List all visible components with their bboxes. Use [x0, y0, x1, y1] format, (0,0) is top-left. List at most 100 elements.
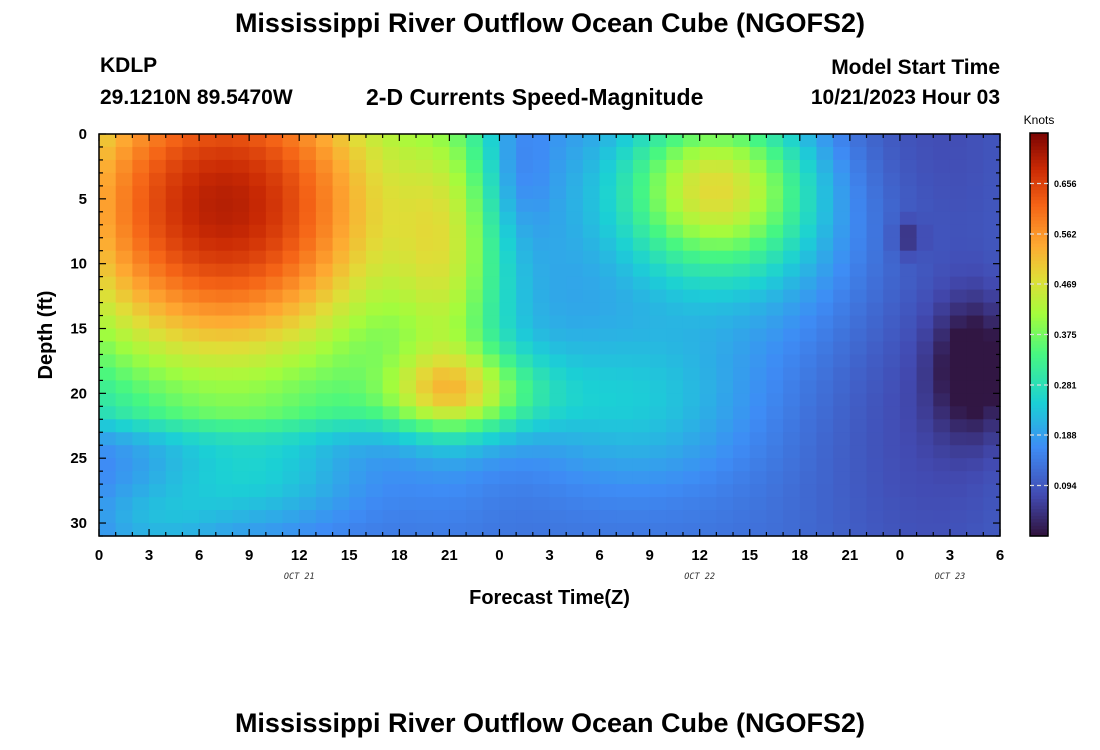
- heatmap-cell: [749, 341, 768, 356]
- heatmap-cell: [933, 367, 951, 381]
- colorbar-segment: [1030, 512, 1048, 517]
- heatmap-cell: [199, 302, 217, 317]
- heatmap-cell: [215, 484, 234, 498]
- heatmap-cell: [566, 419, 584, 433]
- heatmap-cell: [816, 380, 834, 394]
- heatmap-cell: [466, 198, 484, 213]
- x-tick-label: 12: [291, 547, 308, 564]
- heatmap-cell: [516, 315, 534, 330]
- colorbar-segment: [1030, 206, 1048, 211]
- heatmap-cell: [282, 367, 300, 381]
- heatmap-cell: [199, 406, 217, 420]
- colorbar-segment: [1030, 358, 1048, 362]
- heatmap-cell: [499, 367, 517, 381]
- heatmap-cell: [282, 497, 300, 511]
- colorbar-segment: [1030, 314, 1048, 319]
- x-tick-label: 6: [996, 547, 1004, 564]
- heatmap-cell: [632, 419, 651, 433]
- heatmap-cell: [983, 419, 1001, 433]
- heatmap-cell: [432, 458, 450, 472]
- heatmap-cell: [599, 237, 617, 252]
- heatmap-cell: [983, 250, 1001, 265]
- heatmap-cell: [549, 237, 567, 252]
- heatmap-cell: [349, 276, 367, 291]
- colorbar-segment: [1030, 394, 1048, 399]
- heatmap-cell: [416, 341, 434, 356]
- heatmap-cell: [466, 263, 484, 278]
- heatmap-cell: [265, 367, 284, 381]
- heatmap-cell: [365, 289, 384, 304]
- heatmap-cell: [332, 237, 350, 252]
- heatmap-cell: [599, 471, 617, 485]
- heatmap-cell: [532, 432, 551, 446]
- heatmap-cell: [733, 250, 751, 265]
- heatmap-cell: [682, 250, 701, 265]
- heatmap-cell: [399, 237, 417, 252]
- colorbar-segment: [1030, 411, 1048, 416]
- heatmap-cell: [149, 419, 167, 433]
- heatmap-cell: [232, 484, 250, 498]
- heatmap-cell: [549, 484, 567, 498]
- heatmap-cell: [883, 263, 901, 278]
- heatmap-cell: [416, 419, 434, 433]
- heatmap-cell: [482, 134, 501, 148]
- heatmap-cell: [699, 458, 717, 472]
- heatmap-cell: [616, 419, 634, 433]
- heatmap-cell: [916, 354, 934, 369]
- heatmap-cell: [199, 445, 217, 459]
- heatmap-cell: [916, 263, 934, 278]
- heatmap-cell: [549, 354, 567, 369]
- heatmap-cell: [232, 380, 250, 394]
- heatmap-cell: [549, 328, 567, 343]
- heatmap-cell: [849, 432, 868, 446]
- heatmap-cell: [399, 432, 417, 446]
- x-tick-label: 6: [195, 547, 203, 564]
- heatmap-cell: [749, 146, 768, 161]
- heatmap-cell: [232, 445, 250, 459]
- heatmap-cell: [716, 224, 734, 239]
- heatmap-cell: [432, 172, 450, 187]
- heatmap-cell: [749, 445, 768, 459]
- heatmap-cell: [933, 419, 951, 433]
- heatmap-cell: [399, 354, 417, 369]
- heatmap-cell: [983, 497, 1001, 511]
- heatmap-cell: [99, 471, 117, 485]
- heatmap-cell: [783, 198, 801, 213]
- colorbar-segment: [1030, 240, 1048, 245]
- heatmap-cell: [365, 354, 384, 369]
- heatmap-cell: [916, 432, 934, 446]
- heatmap-cell: [532, 185, 551, 200]
- heatmap-cell: [666, 367, 684, 381]
- heatmap-cell: [866, 497, 884, 511]
- heatmap-cell: [299, 211, 317, 226]
- heatmap-cell: [432, 289, 450, 304]
- heatmap-cell: [666, 172, 684, 187]
- heatmap-cell: [766, 354, 784, 369]
- heatmap-cell: [632, 172, 651, 187]
- heatmap-cell: [532, 367, 551, 381]
- heatmap-cell: [866, 159, 884, 174]
- heatmap-cell: [599, 134, 617, 148]
- heatmap-cell: [549, 263, 567, 278]
- heatmap-cell: [733, 185, 751, 200]
- heatmap-cell: [399, 211, 417, 226]
- heatmap-cell: [516, 328, 534, 343]
- heatmap-cell: [332, 276, 350, 291]
- heatmap-cell: [682, 276, 701, 291]
- heatmap-cell: [866, 250, 884, 265]
- heatmap-cell: [649, 432, 667, 446]
- heatmap-cell: [132, 315, 150, 330]
- colorbar-segment: [1030, 190, 1048, 195]
- heatmap-cell: [816, 250, 834, 265]
- colorbar-segment: [1030, 441, 1048, 446]
- heatmap-cell: [916, 328, 934, 343]
- heatmap-cell: [232, 172, 250, 187]
- colorbar-segment: [1030, 398, 1048, 403]
- heatmap-cell: [149, 263, 167, 278]
- heatmap-cell: [466, 458, 484, 472]
- colorbar-segment: [1030, 183, 1048, 188]
- heatmap-cell: [733, 497, 751, 511]
- heatmap-cell: [632, 250, 651, 265]
- colorbar-segment: [1030, 216, 1048, 221]
- heatmap-cell: [866, 432, 884, 446]
